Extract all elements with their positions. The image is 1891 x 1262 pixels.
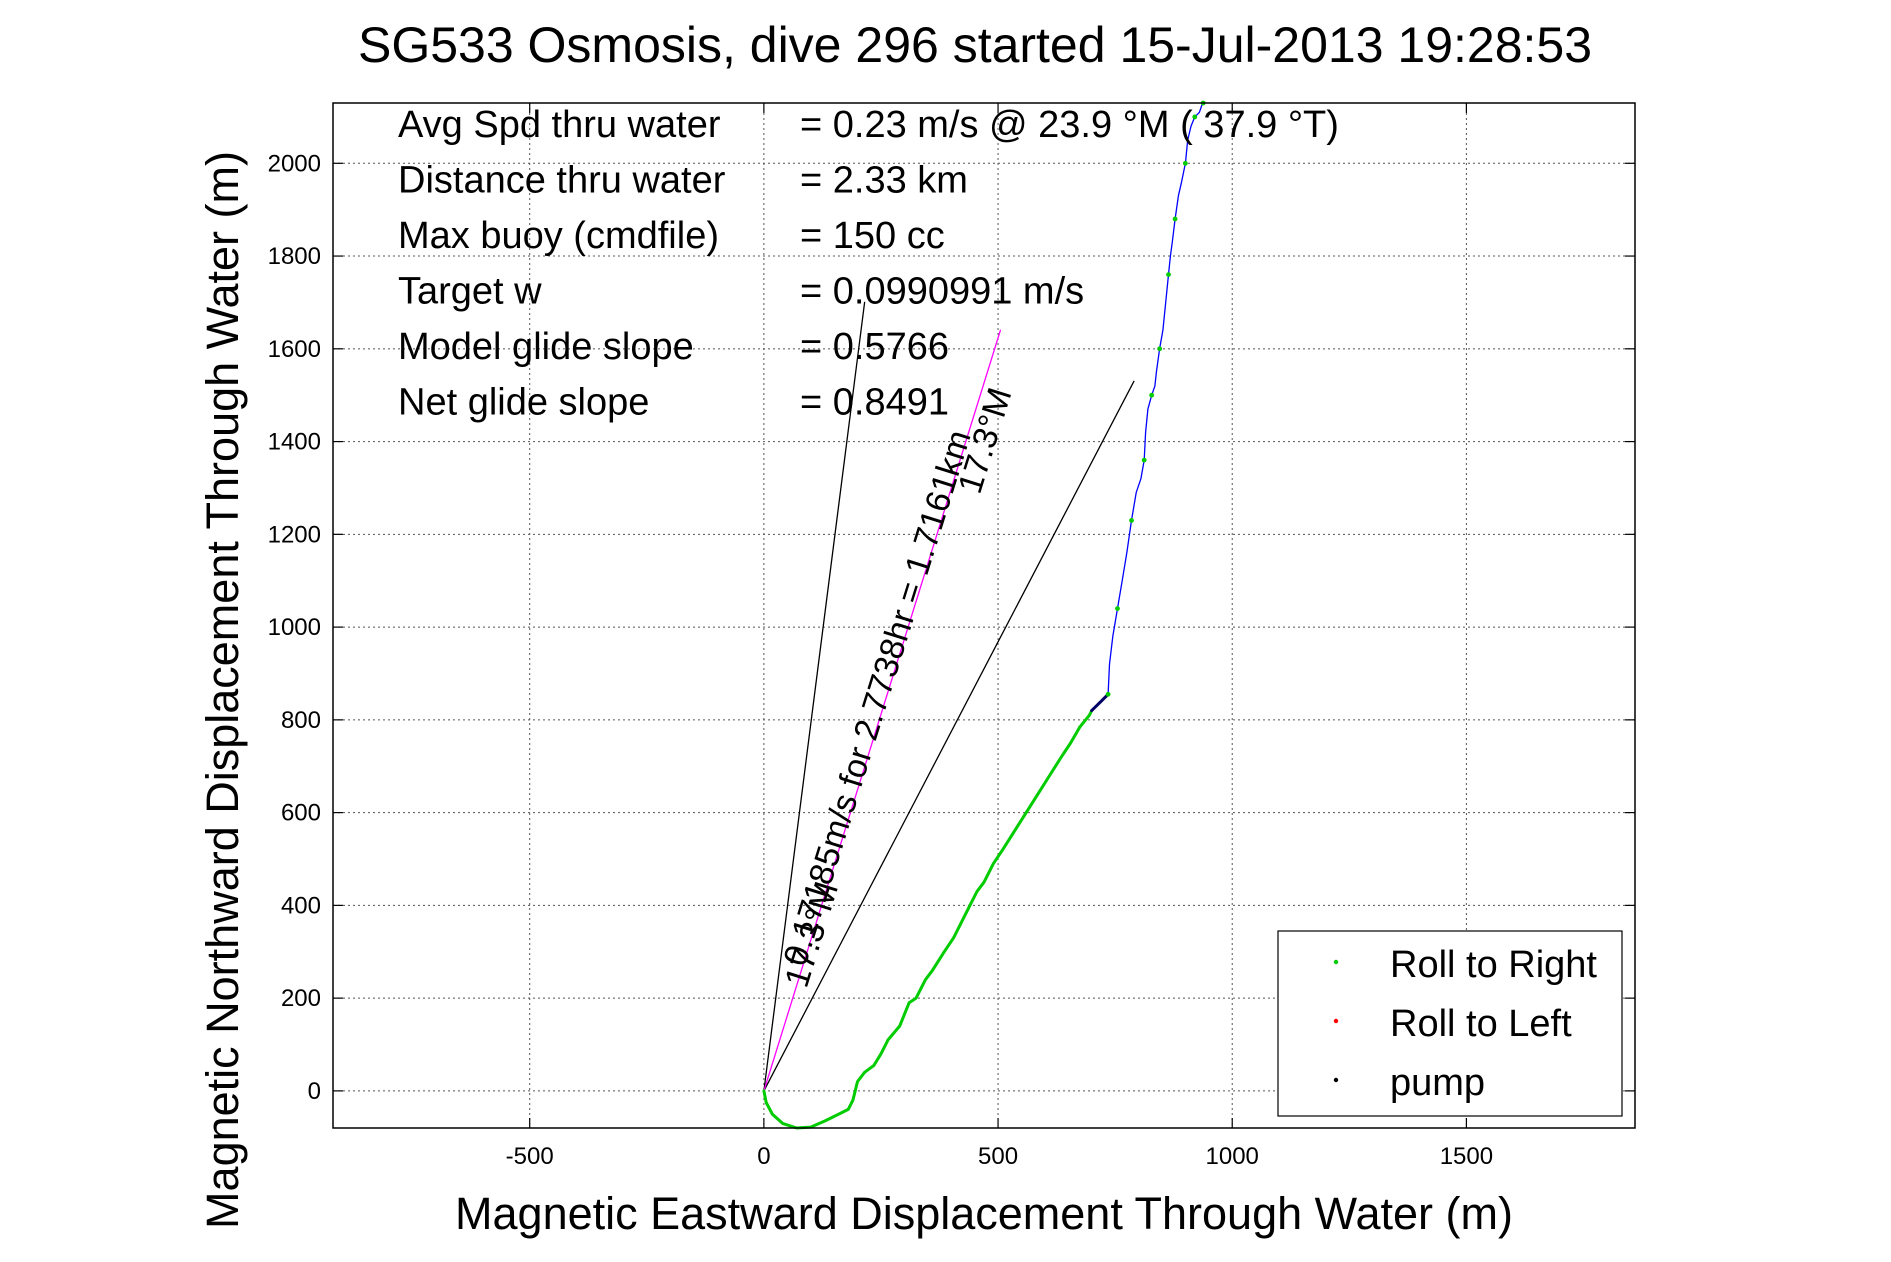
legend: Roll to Right Roll to Left pump	[1277, 930, 1623, 1117]
stat-label: Max buoy (cmdfile)	[398, 215, 719, 257]
stat-label: Avg Spd thru water	[398, 104, 721, 146]
x-tick-label: 1000	[1206, 1143, 1259, 1170]
stat-value: = 0.0990991 m/s	[800, 271, 1084, 313]
series-line-2	[763, 329, 1002, 1092]
x-tick-label: -500	[506, 1143, 554, 1170]
annotation-label: 0.17185m/s for 2.7738hr = 1.7161km	[776, 426, 978, 971]
y-tick-label: 1200	[268, 521, 321, 548]
y-tick-label: 200	[281, 985, 321, 1012]
x-tick-label: 1500	[1440, 1143, 1493, 1170]
series-group	[762, 100, 1206, 1130]
stat-value: = 0.8491	[800, 382, 949, 424]
legend-label: pump	[1390, 1062, 1485, 1104]
x-tick-label: 500	[978, 1143, 1018, 1170]
series-line-5	[1107, 102, 1204, 695]
stat-label: Net glide slope	[398, 382, 649, 424]
y-tick-label: 2000	[268, 150, 321, 177]
roll-marker-point	[1182, 160, 1188, 166]
stat-value: = 0.5766	[800, 326, 949, 368]
stat-label: Target w	[398, 271, 542, 313]
chart-title: SG533 Osmosis, dive 296 started 15-Jul-2…	[358, 17, 1592, 73]
y-tick-label: 600	[281, 800, 321, 827]
series-line-1	[763, 380, 1135, 1092]
roll-marker-point	[1166, 272, 1171, 278]
x-tick-label: 0	[757, 1143, 770, 1170]
y-tick-label: 800	[281, 707, 321, 734]
roll-marker-point	[1149, 392, 1155, 398]
grid	[333, 103, 1635, 1128]
annotations: 17.3°M17.3°M0.17185m/s for 2.7738hr = 1.…	[776, 383, 1019, 991]
roll-marker-point	[1105, 691, 1111, 697]
plot-frame	[332, 102, 1636, 1129]
roll-marker-point	[1129, 518, 1134, 523]
ticks: -500 0 500 1000 1500 0 200 400 600 800 1000 1200 140…	[268, 103, 1635, 1170]
stat-label: Distance thru water	[398, 160, 726, 202]
y-tick-label: 1400	[268, 429, 321, 456]
roll-marker-point	[1115, 606, 1120, 611]
roll-marker-point	[1157, 346, 1163, 352]
y-axis-label: Magnetic Northward Displacement Through …	[197, 151, 248, 1229]
y-tick-label: 0	[308, 1078, 321, 1105]
y-tick-label: 1800	[268, 243, 321, 270]
x-axis-label: Magnetic Eastward Displacement Through W…	[455, 1188, 1513, 1239]
y-tick-label: 1000	[268, 614, 321, 641]
legend-label: Roll to Left	[1390, 1003, 1572, 1045]
legend-marker	[1333, 1018, 1339, 1024]
legend-marker	[1333, 959, 1339, 965]
y-tick-label: 400	[281, 892, 321, 919]
stats-block: Avg Spd thru water = 0.23 m/s @ 23.9 °M (…	[398, 104, 1339, 424]
series-line-0	[763, 301, 866, 1092]
stat-label: Model glide slope	[398, 326, 694, 368]
stat-value: = 150 cc	[800, 215, 945, 257]
legend-label: Roll to Right	[1390, 944, 1597, 986]
legend-marker	[1333, 1077, 1339, 1083]
series-line-3	[762, 709, 1094, 1130]
roll-marker-point	[1141, 457, 1147, 463]
roll-marker-point	[1172, 216, 1178, 222]
stat-value: = 0.23 m/s @ 23.9 °M ( 37.9 °T)	[800, 104, 1339, 146]
roll-marker-point	[1192, 114, 1198, 120]
stat-value: = 2.33 km	[800, 160, 968, 202]
series-line-4	[1090, 692, 1110, 713]
y-tick-label: 1600	[268, 336, 321, 363]
